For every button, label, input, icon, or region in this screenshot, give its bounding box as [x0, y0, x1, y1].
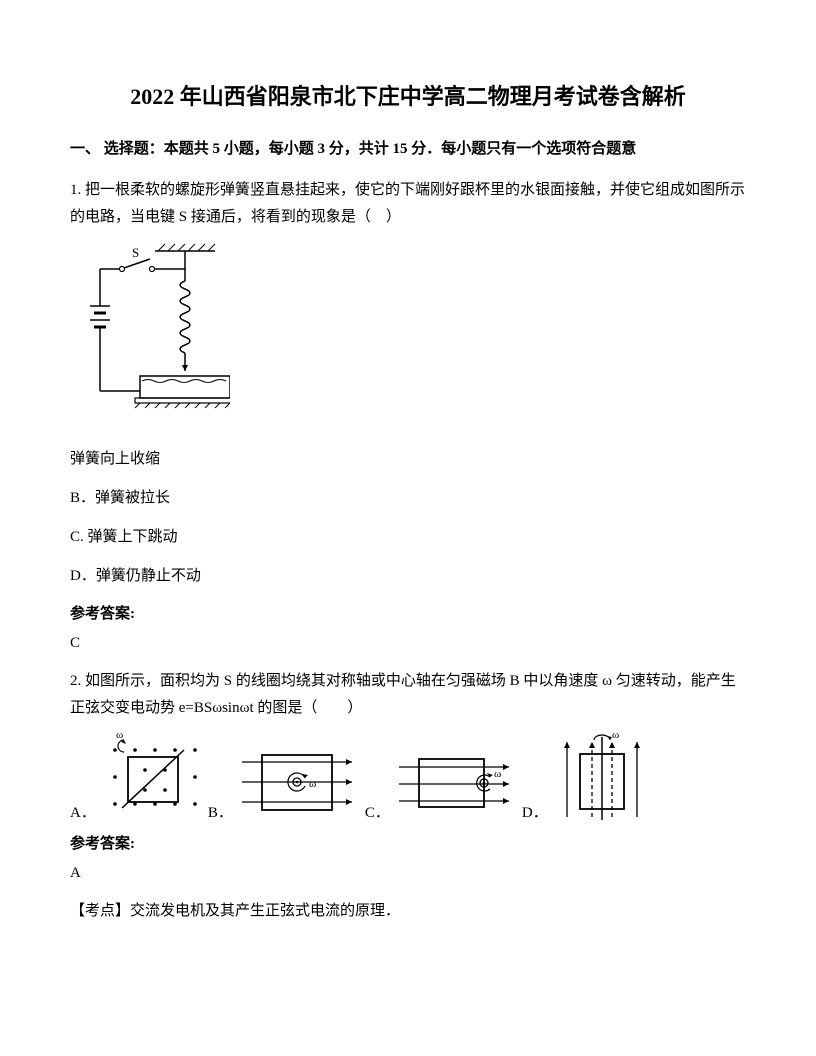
q2-answer-label: 参考答案:: [70, 832, 746, 853]
q2-diagram-d: ω: [552, 732, 652, 822]
q1-option-b: B．弹簧被拉长: [70, 485, 746, 512]
svg-text:ω: ω: [612, 732, 619, 741]
exam-title: 2022 年山西省阳泉市北下庄中学高二物理月考试卷含解析: [70, 80, 746, 113]
q1-text: 1. 把一根柔软的螺旋形弹簧竖直悬挂起来，使它的下端刚好跟杯里的水银面接触，并使…: [70, 177, 746, 231]
q2-label-a: A．: [70, 801, 96, 822]
q1-answer-label: 参考答案:: [70, 602, 746, 623]
q2-diagrams-row: A． ω: [70, 732, 746, 822]
q1-option-d: D．弹簧仍静止不动: [70, 563, 746, 590]
q1-option-a: 弹簧向上收缩: [70, 446, 746, 473]
q1-circuit-diagram: S: [80, 241, 746, 416]
svg-text:ω: ω: [494, 768, 501, 780]
q2-text: 2. 如图所示，面积均为 S 的线圈均绕其对称轴或中心轴在匀强磁场 B 中以角速…: [70, 668, 746, 722]
q2-diagram-a: ω: [100, 732, 200, 822]
svg-text:ω: ω: [116, 732, 123, 741]
q2-note: 【考点】交流发电机及其产生正弦式电流的原理．: [70, 898, 746, 925]
svg-text:S: S: [132, 245, 139, 260]
q2-diagram-c: ω: [394, 747, 514, 822]
q2-label-c: C．: [365, 801, 390, 822]
q2-label-d: D．: [522, 801, 548, 822]
section-header: 一、 选择题：本题共 5 小题，每小题 3 分，共计 15 分．每小题只有一个选…: [70, 137, 746, 161]
q1-option-c: C. 弹簧上下跳动: [70, 524, 746, 551]
q2-label-b: B．: [208, 801, 233, 822]
q1-answer-value: C: [70, 635, 746, 652]
q2-diagram-b: ω: [237, 747, 357, 822]
q2-answer-value: A: [70, 865, 746, 882]
svg-text:ω: ω: [309, 778, 316, 790]
